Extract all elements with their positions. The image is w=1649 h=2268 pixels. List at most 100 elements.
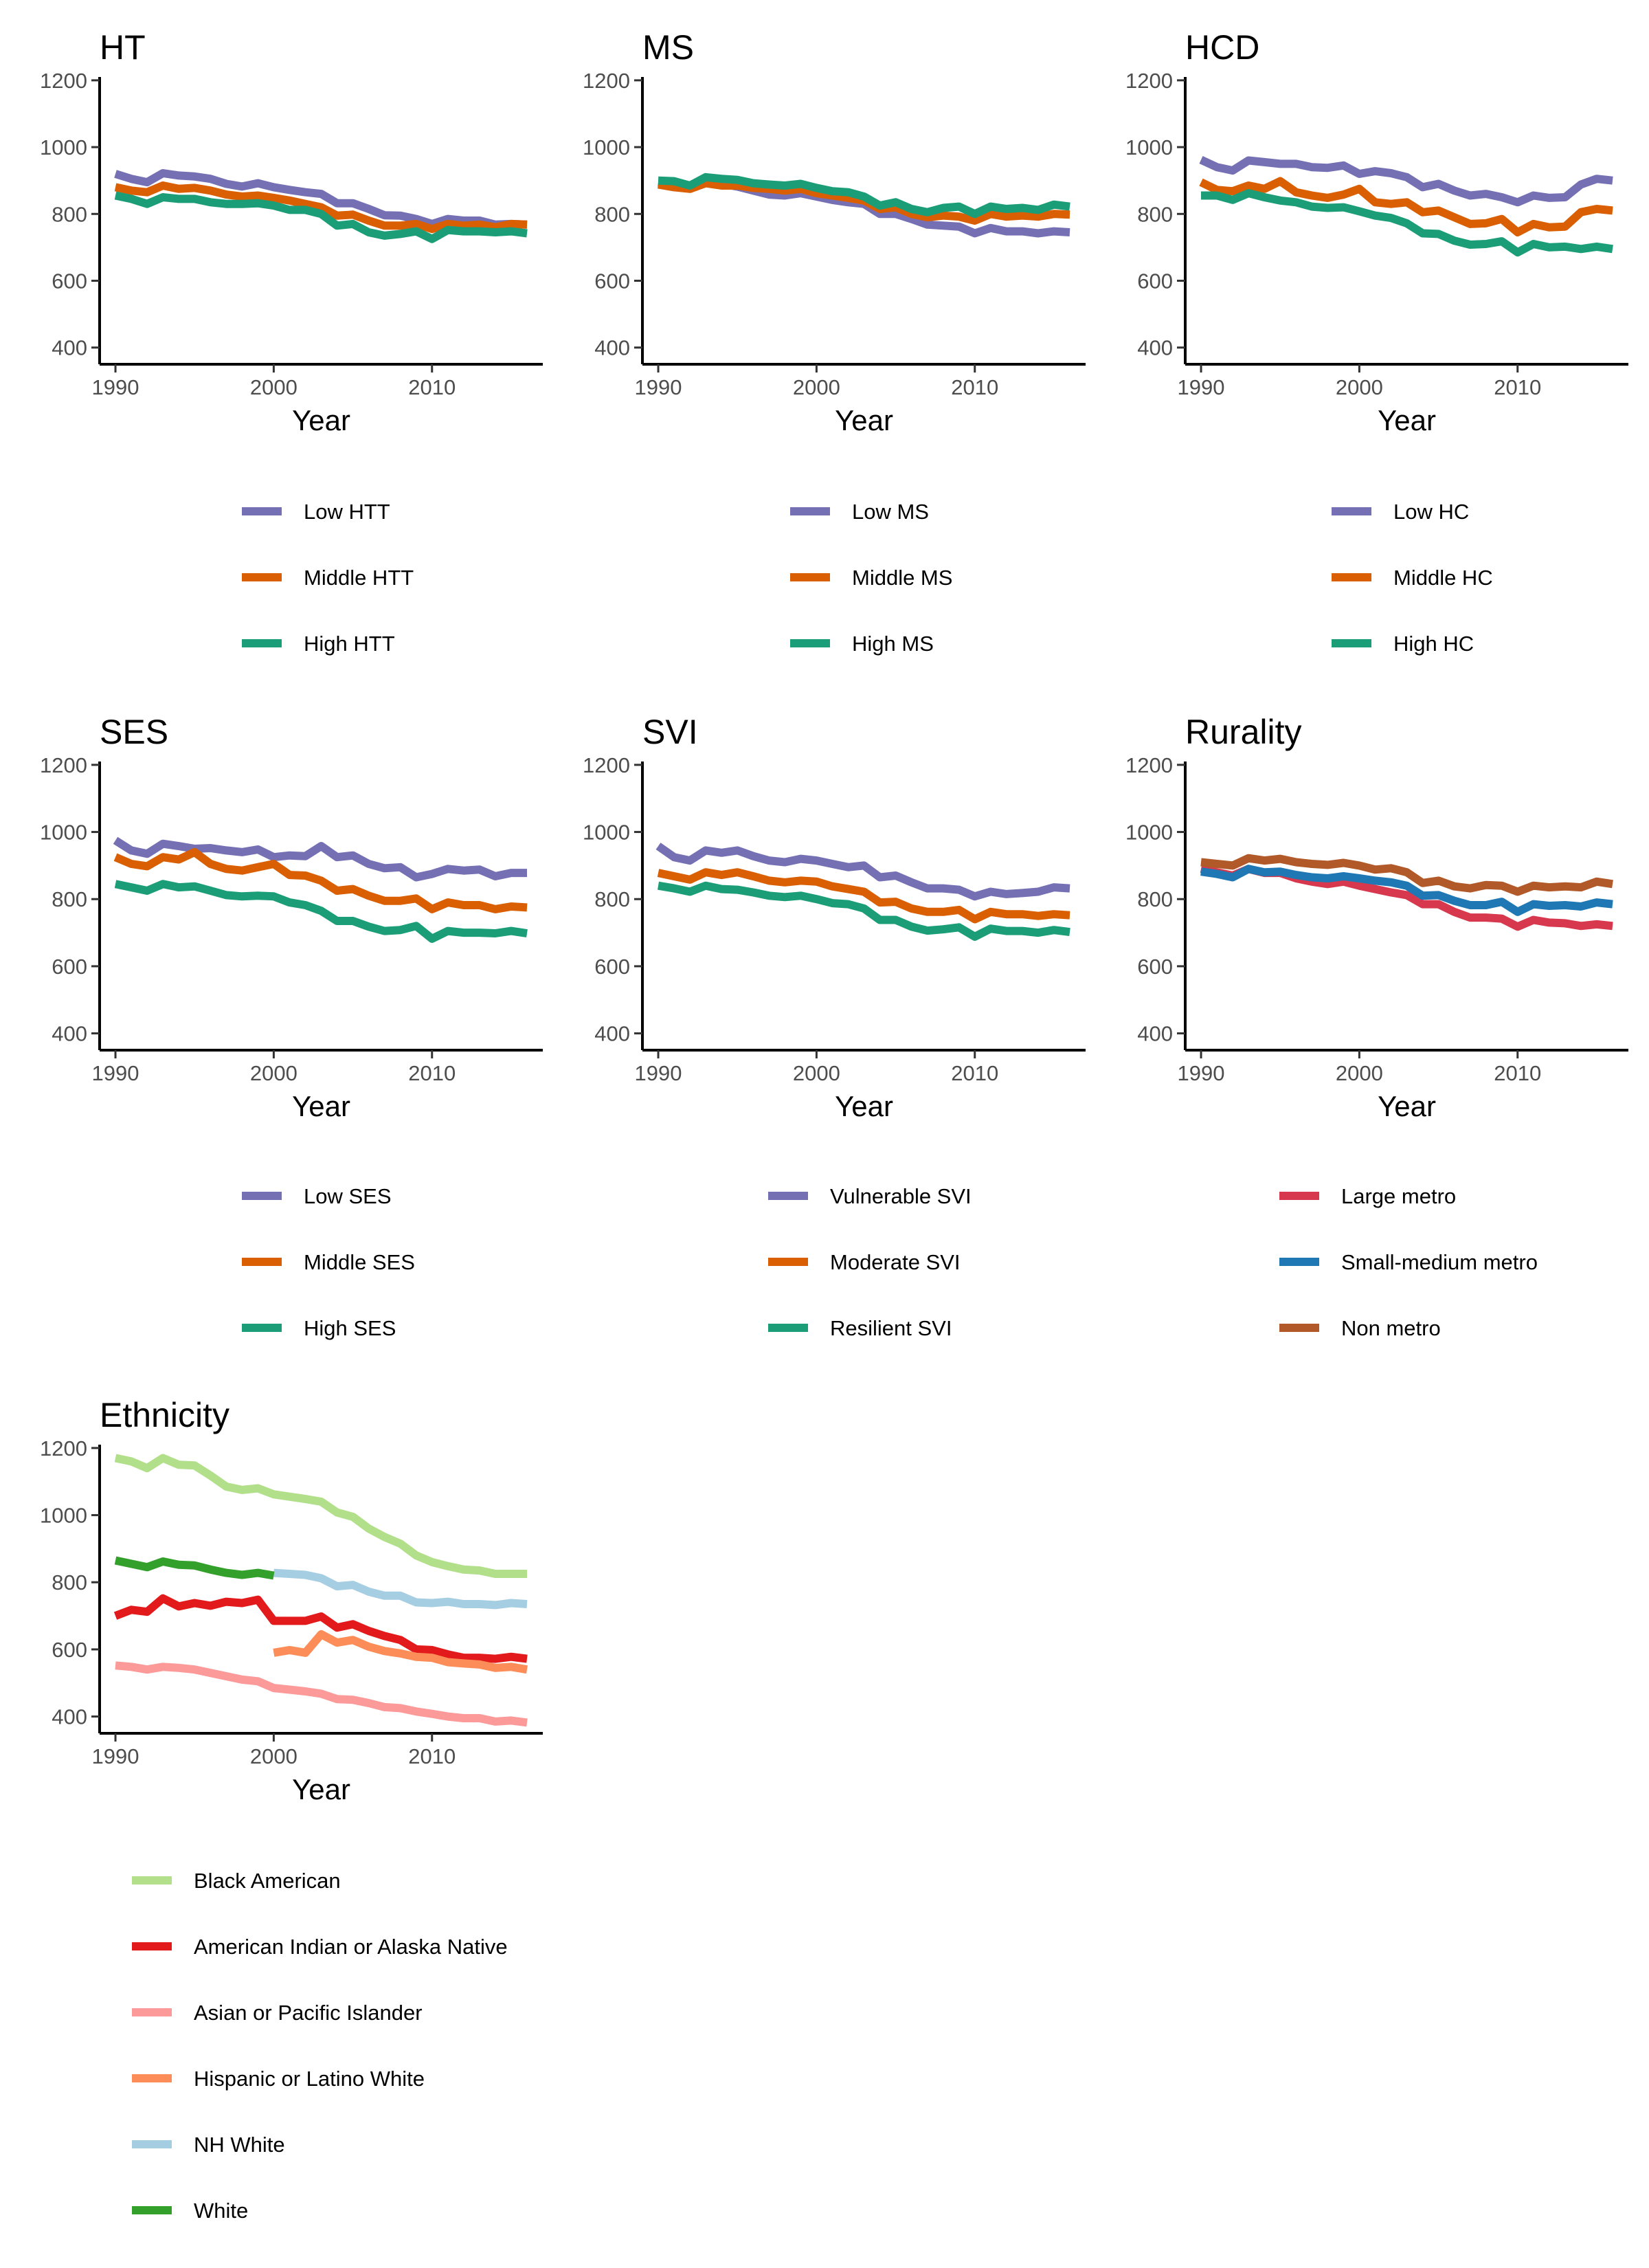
legend-label: Middle HC: [1393, 566, 1493, 590]
x-tick-label: 1990: [1178, 1061, 1225, 1085]
legend-label: Small-medium metro: [1341, 1250, 1538, 1274]
panel-title: HT: [100, 28, 146, 67]
y-tick-label: 1200: [40, 69, 87, 93]
x-tick-label: 2010: [408, 375, 456, 399]
legend-label: Low SES: [304, 1184, 392, 1208]
y-tick-label: 800: [52, 1570, 87, 1594]
y-tick-label: 1000: [1125, 135, 1173, 159]
y-tick-label: 1200: [1125, 753, 1173, 777]
series-line-low-ses: [113, 836, 527, 882]
y-tick-label: 1000: [40, 135, 87, 159]
panel-ht: HT 400 600 800 1000 1200 1990 2000 2010 Year Low H…: [40, 28, 543, 656]
legend-label: High MS: [852, 632, 934, 656]
panel-title: HCD: [1185, 28, 1259, 67]
series-line-large-metro: [1200, 865, 1613, 931]
series-line-black-american: [114, 1454, 527, 1578]
legend: Black American American Indian or Alaska …: [132, 1869, 508, 2223]
y-tick-label: 400: [52, 1705, 87, 1729]
y-tick-label: 600: [594, 955, 630, 979]
legend-label: White: [194, 2199, 248, 2223]
y-tick-label: 800: [52, 887, 87, 911]
legend: Low HC Middle HC High HC: [1332, 500, 1493, 656]
legend-label: Middle MS: [852, 566, 952, 590]
panel-rurality: Rurality 400 600 800 1000 1200 1990 2000 2010 Yea…: [1125, 713, 1628, 1340]
series-line-vulnerable-svi: [655, 843, 1070, 901]
x-axis-label: Year: [835, 1090, 893, 1122]
x-tick-label: 2000: [250, 1744, 298, 1768]
series-line-high-htt: [114, 191, 528, 243]
y-tick-label: 400: [1137, 336, 1173, 360]
series-line-low-htt: [114, 169, 528, 229]
x-axis-label: Year: [835, 404, 893, 436]
x-tick-label: 1990: [1178, 375, 1225, 399]
y-tick-label: 400: [594, 1022, 630, 1046]
series-line-american-indian-or-alaska-native: [113, 1594, 528, 1663]
y-tick-label: 1200: [583, 69, 630, 93]
y-tick-label: 1200: [40, 1436, 87, 1460]
series-line-low-hc: [1199, 156, 1613, 207]
series-line-high-ms: [658, 173, 1070, 219]
panel-title: Rurality: [1185, 713, 1301, 751]
x-tick-label: 2000: [1336, 1061, 1383, 1085]
series-line-high-hc: [1201, 189, 1613, 257]
series-line-small-medium-metro: [1200, 865, 1613, 916]
y-tick-label: 1000: [40, 821, 87, 845]
legend-label: Low HC: [1393, 500, 1469, 524]
y-tick-label: 800: [1137, 887, 1173, 911]
y-tick-label: 600: [1137, 269, 1173, 293]
panel-svi: SVI 400 600 800 1000 1200 1990 2000 2010 Year Vuln…: [583, 713, 1086, 1340]
x-tick-label: 2010: [951, 375, 998, 399]
y-tick-label: 800: [594, 887, 630, 911]
y-tick-label: 800: [594, 202, 630, 226]
y-tick-label: 600: [52, 269, 87, 293]
x-tick-label: 2010: [1494, 375, 1541, 399]
y-tick-label: 1000: [583, 821, 630, 845]
series-line-nh-white: [273, 1568, 528, 1610]
legend-label: Middle SES: [304, 1250, 415, 1274]
legend-label: High HC: [1393, 632, 1474, 656]
series-line-asian-or-pacific-islander: [115, 1661, 528, 1727]
panel-title: SES: [100, 713, 168, 751]
x-tick-label: 2010: [1494, 1061, 1541, 1085]
legend-label: Black American: [194, 1869, 341, 1893]
x-axis-label: Year: [292, 1773, 350, 1805]
legend-label: NH White: [194, 2133, 285, 2157]
y-tick-label: 1000: [583, 135, 630, 159]
y-tick-label: 1200: [1125, 69, 1173, 93]
legend-label: Asian or Pacific Islander: [194, 2001, 423, 2025]
legend-label: Low MS: [852, 500, 929, 524]
series-line-middle-ms: [658, 179, 1070, 225]
series-line-middle-hc: [1199, 177, 1613, 236]
legend-label: American Indian or Alaska Native: [194, 1935, 508, 1959]
x-tick-label: 2000: [793, 375, 840, 399]
legend: Low SES Middle SES High SES: [242, 1184, 415, 1340]
legend-label: Non metro: [1341, 1316, 1441, 1340]
series-line-non-metro: [1200, 854, 1613, 896]
legend: Low HTT Middle HTT High HTT: [242, 500, 414, 656]
x-tick-label: 2000: [250, 375, 298, 399]
x-axis-label: Year: [292, 1090, 350, 1122]
panel-title: Ethnicity: [100, 1396, 229, 1434]
legend-label: High SES: [304, 1316, 396, 1340]
y-tick-label: 1000: [1125, 821, 1173, 845]
panel-ses: SES 400 600 800 1000 1200 1990 2000 2010 Year Low …: [40, 713, 543, 1340]
x-tick-label: 2010: [408, 1061, 456, 1085]
y-tick-label: 800: [52, 202, 87, 226]
legend: Low MS Middle MS High MS: [790, 500, 952, 656]
series-line-middle-ses: [113, 847, 528, 913]
legend-label: Hispanic or Latino White: [194, 2067, 425, 2091]
y-tick-label: 400: [594, 336, 630, 360]
y-tick-label: 400: [52, 336, 87, 360]
y-tick-label: 600: [52, 1638, 87, 1662]
legend-label: Middle HTT: [304, 566, 414, 590]
y-tick-label: 600: [1137, 955, 1173, 979]
y-tick-label: 400: [52, 1022, 87, 1046]
legend-label: Low HTT: [304, 500, 390, 524]
legend-label: Large metro: [1341, 1184, 1456, 1208]
series-line-resilient-svi: [658, 881, 1070, 941]
x-tick-label: 1990: [92, 375, 139, 399]
series-line-middle-htt: [114, 181, 528, 234]
series-line-hispanic-or-latino-white: [273, 1630, 528, 1674]
panel-ethnicity: Ethnicity 400 600 800 1000 1200 1990 2000 2010 Ye…: [40, 1396, 543, 2223]
